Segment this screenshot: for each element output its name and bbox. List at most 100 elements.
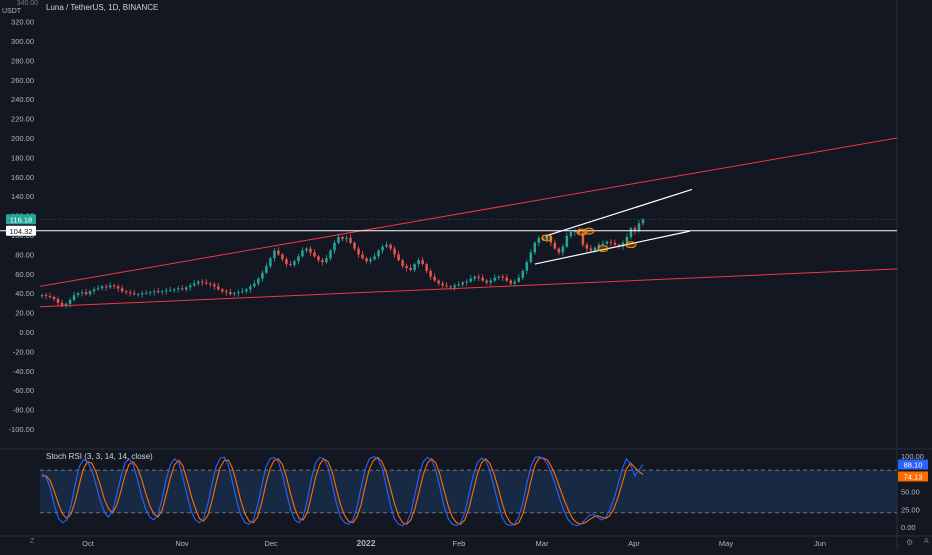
channel-lower-line	[534, 230, 691, 265]
candle-body	[329, 250, 332, 259]
candle-body	[337, 236, 340, 243]
candle-body	[409, 267, 412, 270]
candle-body	[369, 259, 372, 262]
candle-body	[601, 243, 605, 245]
candle-body	[172, 289, 176, 291]
candle-body	[72, 295, 76, 300]
candle-body	[493, 277, 496, 281]
timezone-z-icon[interactable]: Z	[30, 538, 35, 545]
candle-body	[209, 283, 212, 285]
price-tick-label: 60.00	[15, 270, 34, 279]
time-tick-label: May	[719, 539, 733, 548]
time-tick-label: Feb	[453, 539, 466, 548]
candle-body	[385, 244, 388, 247]
candle-body	[305, 248, 308, 251]
candle-body	[56, 299, 60, 303]
rsi-tick-label: 100.00	[901, 452, 924, 461]
time-tick-label: Nov	[175, 539, 189, 548]
price-tick-label: -20.00	[13, 347, 34, 356]
candle-body	[193, 283, 196, 286]
pivot-circle	[541, 234, 553, 242]
candle-body	[501, 276, 505, 278]
candle-body	[197, 281, 200, 284]
candle-body	[84, 292, 88, 295]
candle-body	[629, 228, 633, 237]
candle-body	[128, 292, 132, 294]
candle-body	[156, 291, 160, 293]
level-price-badge-text: 104.32	[10, 227, 33, 236]
candle-body	[461, 282, 464, 285]
last-price-badge-text: 116.18	[10, 215, 32, 224]
lower-red-trendline	[39, 268, 898, 308]
candle-body	[88, 291, 92, 295]
time-tick-label: Apr	[628, 539, 640, 548]
candle-body	[517, 277, 521, 282]
candle-body	[205, 282, 208, 284]
candle-body	[489, 280, 492, 283]
candle-body	[465, 281, 468, 283]
stoch-rsi-title[interactable]: Stoch RSI (3, 3, 14, 14, close)	[46, 452, 153, 461]
candle-body	[521, 270, 525, 278]
candle-body	[577, 231, 581, 234]
candle-body	[116, 286, 120, 289]
candle-body	[136, 294, 140, 295]
candle-body	[421, 260, 424, 265]
rsi-k-line	[41, 456, 644, 527]
candle-body	[553, 242, 557, 249]
candle-body	[469, 278, 472, 282]
symbol-title[interactable]: Luna / TetherUS, 1D, BINANCE	[46, 3, 159, 12]
price-tick-label: 160.00	[11, 173, 34, 182]
candle-body	[341, 236, 344, 239]
candle-body	[621, 242, 625, 247]
price-tick-label: 320.00	[11, 18, 34, 27]
pivot-circle	[625, 241, 637, 249]
gear-icon[interactable]: ⚙	[906, 538, 914, 547]
rsi-d-badge-text: 74.13	[904, 472, 923, 481]
candle-body	[68, 299, 72, 304]
currency-top-tick: 340.00	[16, 0, 38, 7]
candle-body	[513, 281, 517, 284]
candle-body	[148, 292, 152, 294]
candle-body	[281, 254, 284, 260]
candle-body	[64, 303, 68, 306]
currency-label: 340.00 USDT	[2, 0, 38, 16]
candle-body	[545, 235, 549, 240]
candle-body	[573, 231, 577, 233]
candle-body	[561, 246, 565, 253]
pivot-circle	[583, 227, 595, 235]
candle-body	[317, 256, 320, 261]
price-tick-label: 260.00	[11, 76, 34, 85]
candle-body	[277, 250, 280, 255]
candle-body	[189, 285, 192, 288]
candle-body	[397, 254, 400, 261]
candle-body	[445, 285, 448, 287]
candle-body	[120, 288, 124, 292]
candle-body	[237, 292, 240, 294]
rsi-tick-label: 0.00	[901, 523, 916, 532]
candle-body	[112, 285, 116, 287]
candle-body	[605, 241, 609, 244]
candle-body	[365, 258, 368, 262]
candle-body	[301, 250, 304, 257]
auto-scale-icon[interactable]: A	[924, 538, 929, 545]
candle-body	[569, 232, 573, 236]
candle-body	[357, 248, 360, 255]
candle-body	[533, 242, 537, 253]
candle-body	[44, 295, 48, 297]
time-tick-label: Jun	[814, 539, 826, 548]
rsi-k-badge	[898, 459, 928, 470]
candle-body	[96, 288, 100, 290]
candle-body	[393, 248, 396, 255]
candle-body	[225, 291, 228, 293]
candle-body	[485, 280, 488, 283]
candle-body	[609, 241, 613, 243]
price-tick-label: 0.00	[19, 328, 34, 337]
candle-body	[108, 285, 112, 288]
candle-body	[104, 286, 108, 288]
candle-body	[80, 292, 84, 294]
price-tick-label: 140.00	[11, 192, 34, 201]
candle-body	[457, 284, 460, 286]
upper-red-trendline	[39, 137, 898, 287]
